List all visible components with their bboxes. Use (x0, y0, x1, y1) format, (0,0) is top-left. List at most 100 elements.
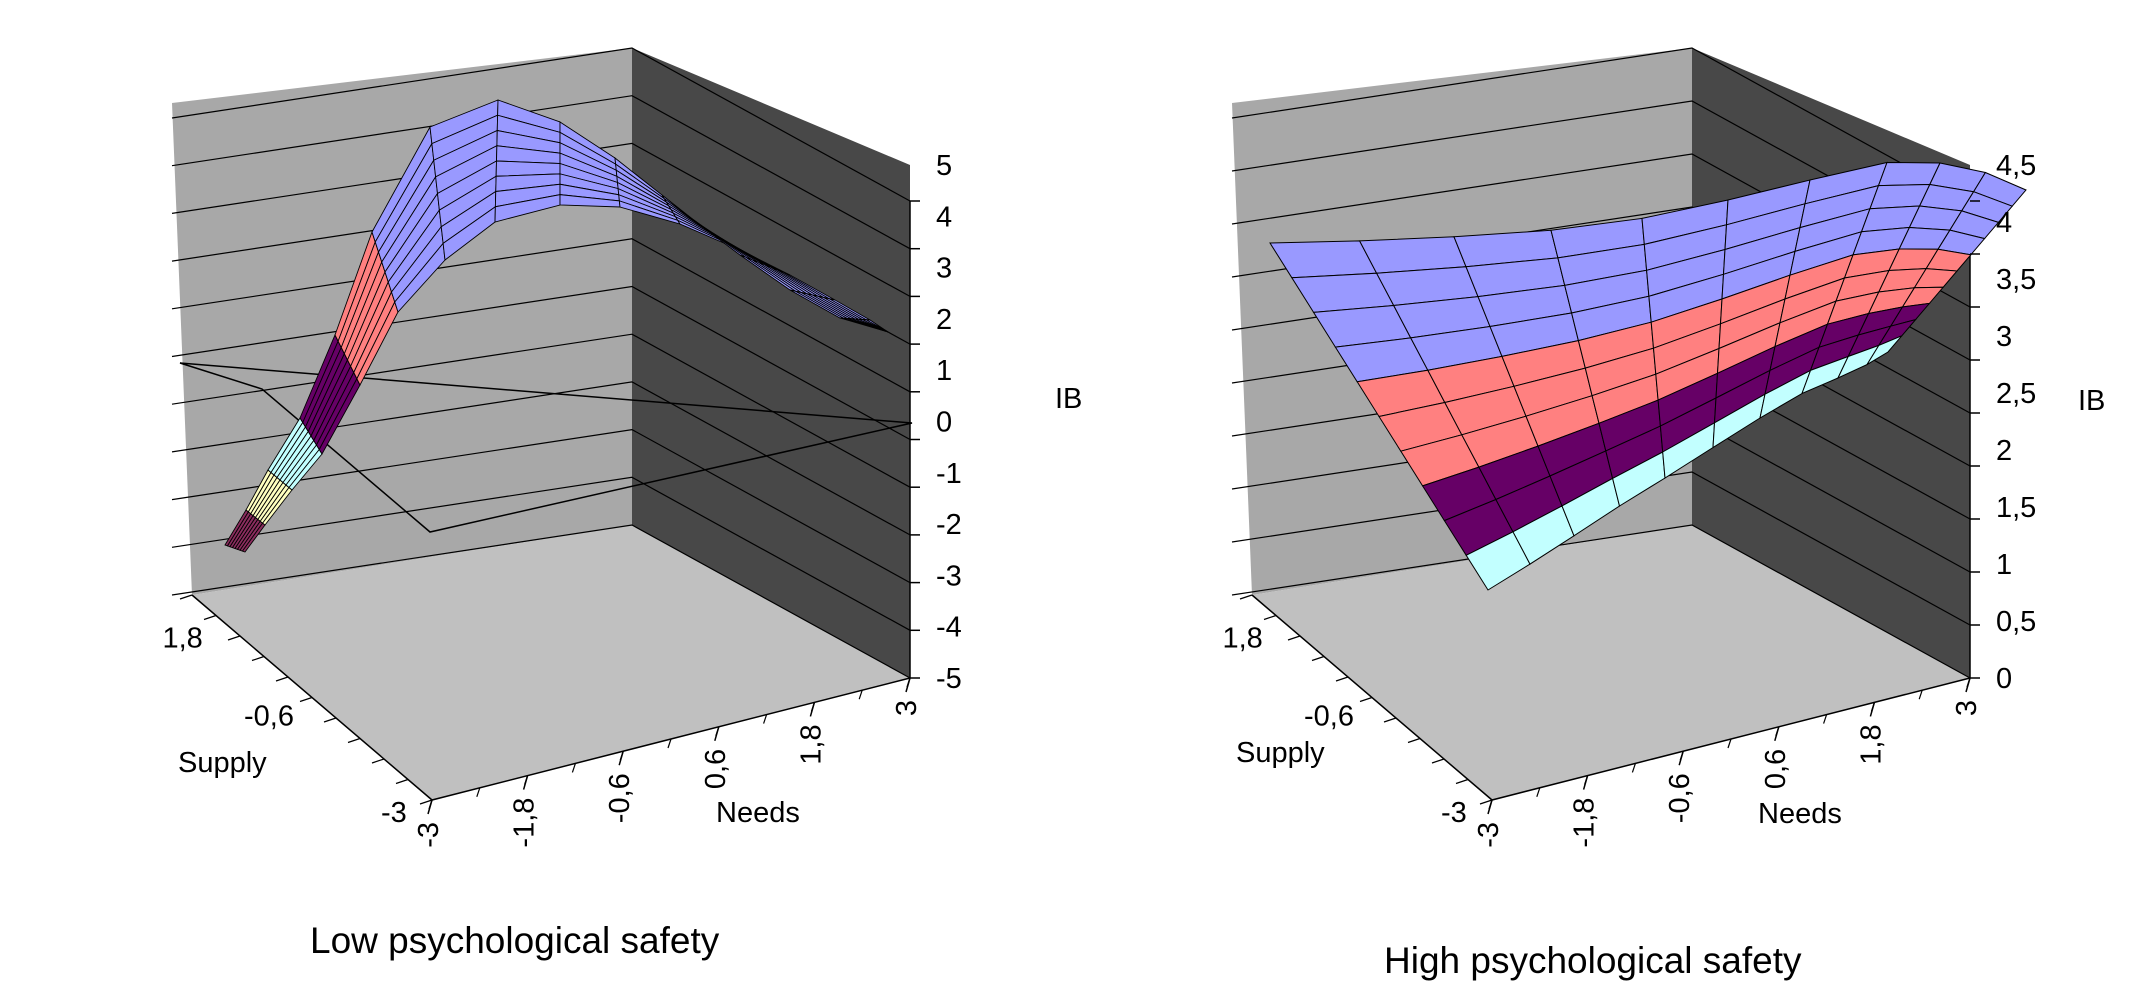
y-minor-tick (395, 778, 409, 785)
z-tick-label: -2 (936, 509, 962, 541)
x-minor-tick (1488, 799, 1493, 810)
x-tick-label: 3 (891, 700, 923, 716)
x-minor-tick (1823, 714, 1828, 724)
x-tick-label: 1,8 (1855, 724, 1887, 764)
y-tick-label: -0,6 (244, 701, 294, 733)
gridline (171, 524, 911, 679)
x-tick-label: -0,6 (604, 773, 636, 823)
x-minor-tick (476, 787, 481, 797)
y-minor-tick (1335, 676, 1349, 682)
x-minor-tick (1727, 738, 1732, 749)
y-minor-tick (227, 635, 241, 641)
z-tick-label: 2,5 (1996, 378, 2036, 410)
x-tick-label: -1,8 (1569, 798, 1601, 848)
y-minor-tick (251, 655, 265, 662)
x-minor-tick (1918, 690, 1923, 700)
gridline (1231, 47, 1971, 202)
x-axis-title: Needs (716, 797, 800, 829)
y-tick-label: -3 (381, 797, 407, 829)
y-minor-tick (419, 799, 433, 805)
y-axis-title: Supply (1236, 737, 1325, 769)
floor (192, 525, 910, 800)
z-tick-label: -3 (936, 560, 962, 592)
x-minor-tick (1584, 775, 1589, 785)
y-minor-tick (1479, 799, 1493, 805)
y-minor-tick (1383, 717, 1397, 723)
z-tick-label: 4 (936, 201, 952, 233)
z-tick-label: 0,5 (1996, 606, 2036, 638)
z-tick-label: 3 (1996, 321, 2012, 353)
x-minor-tick (524, 775, 529, 785)
z-tick-label: 2 (1996, 435, 2012, 467)
x-minor-tick (1679, 751, 1684, 761)
x-minor-tick (1870, 702, 1875, 712)
z-axis-title: IB (2078, 385, 2105, 417)
y-minor-tick (1455, 778, 1469, 785)
surface-chart-low-safety: -5 -4 -3 -2 -1 0 1 2 3 4 5 -3 -1,8 -0,6 0,6 1,8 3 1,8 -0… (162, 47, 1082, 848)
y-tick-label: -3 (1441, 797, 1467, 829)
gridline (171, 428, 911, 584)
caption-high-safety: High psychological safety (1384, 940, 1802, 981)
x-minor-tick (667, 738, 672, 749)
z-tick-label: 0 (1996, 663, 2012, 695)
y-tick-label: 1,8 (162, 623, 202, 655)
gridline (171, 238, 911, 393)
z-axis-title: IB (1055, 383, 1082, 415)
gridline (171, 142, 911, 297)
z-tick-label: 3 (936, 253, 952, 285)
x-tick-label: 0,6 (700, 749, 732, 789)
surface-cell (866, 319, 889, 333)
gridline (171, 95, 911, 250)
x-minor-tick (715, 726, 720, 736)
y-axis-ticks: 1,8 -0,6 -3 (162, 594, 433, 829)
y-minor-tick (1263, 614, 1277, 621)
x-minor-tick (1966, 677, 1971, 688)
z-tick-label: 1,5 (1996, 492, 2036, 524)
z-axis-ticks: -5 -4 -3 -2 -1 0 1 2 3 4 5 (910, 150, 962, 695)
y-tick-label: -0,6 (1304, 701, 1354, 733)
y-minor-tick (203, 614, 217, 621)
x-minor-tick (619, 751, 624, 761)
y-minor-tick (1359, 696, 1373, 703)
z-tick-label: 4,5 (1996, 150, 2036, 182)
x-axis-ticks: -3 -1,8 -0,6 0,6 1,8 3 (1473, 677, 1983, 848)
z-tick-label: 3,5 (1996, 264, 2036, 296)
surface-cell (1866, 335, 1903, 366)
z-tick-label: 5 (936, 150, 952, 182)
gridline (171, 476, 911, 631)
x-minor-tick (810, 702, 815, 712)
gridline (171, 285, 911, 441)
z-tick-label: 0 (936, 407, 952, 439)
y-axis-title: Supply (178, 747, 267, 779)
x-tick-label: -0,6 (1664, 773, 1696, 823)
y-minor-tick (347, 737, 361, 744)
gridline (1231, 471, 1971, 626)
z-axis-ticks: 0 0,5 1 1,5 2 2,5 3 3,5 4 4,5 (1970, 150, 2036, 695)
x-tick-label: 1,8 (795, 724, 827, 764)
x-tick-label: -1,8 (509, 798, 541, 848)
z-tick-label: -1 (936, 458, 962, 490)
y-minor-tick (371, 758, 385, 764)
y-minor-tick (1407, 737, 1421, 744)
x-minor-tick (1631, 763, 1636, 773)
z-tick-label: -5 (936, 663, 962, 695)
z-tick-label: -4 (936, 612, 962, 644)
z-tick-label: 2 (936, 304, 952, 336)
x-minor-tick (428, 799, 433, 810)
surface (1269, 161, 2027, 591)
x-minor-tick (763, 714, 768, 724)
y-minor-tick (179, 594, 193, 600)
x-axis-ticks: -3 -1,8 -0,6 0,6 1,8 3 (413, 677, 923, 848)
gridline (1231, 524, 1971, 679)
x-axis-title: Needs (1758, 798, 1842, 830)
axis-plane-needs (179, 362, 913, 533)
x-tick-label: -3 (1473, 822, 1505, 848)
z-tick-label: 1 (936, 355, 952, 387)
z-tick-label: 4 (1996, 207, 2012, 239)
x-tick-label: -3 (413, 822, 445, 848)
x-minor-tick (1536, 787, 1541, 797)
x-minor-tick (858, 690, 863, 700)
y-minor-tick (275, 676, 289, 682)
x-minor-tick (571, 763, 576, 773)
